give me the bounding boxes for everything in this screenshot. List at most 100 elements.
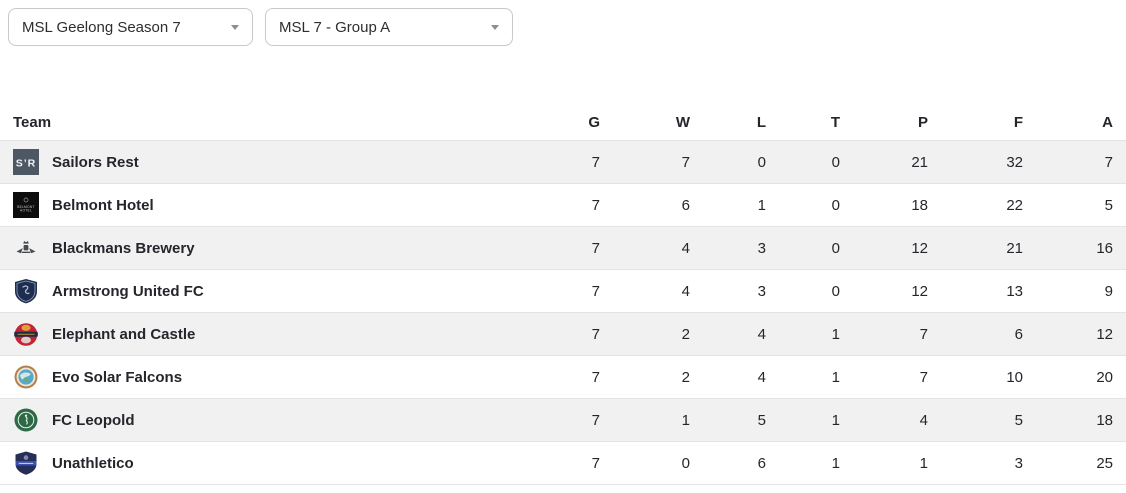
chevron-down-icon [231,24,239,30]
col-header-points: P [917,113,928,131]
cell-points: 12 [911,282,928,300]
col-header-team: Team [13,113,52,131]
cell-losses: 6 [757,454,766,472]
cell-against: 16 [1096,239,1113,257]
table-row: Armstrong United FC 7 4 3 0 12 13 9 [0,269,1126,313]
blackmans-brewery-logo [13,235,39,261]
team-name: Blackmans Brewery [52,239,195,257]
col-header-against: A [1102,113,1113,131]
svg-text:BELMONT: BELMONT [17,205,35,209]
cell-against: 12 [1096,325,1113,343]
cell-points: 18 [911,196,928,214]
table-row: FC Leopold 7 1 5 1 4 5 18 [0,398,1126,442]
cell-against: 9 [1104,282,1113,300]
cell-for: 6 [1014,325,1023,343]
cell-points: 1 [919,454,928,472]
season-select[interactable]: MSL Geelong Season 7 [8,8,253,46]
team-name: Armstrong United FC [52,282,204,300]
filter-bar: MSL Geelong Season 7 MSL 7 - Group A [0,0,1126,46]
cell-ties: 0 [831,239,840,257]
cell-against: 25 [1096,454,1113,472]
cell-against: 5 [1104,196,1113,214]
season-select-value: MSL Geelong Season 7 [22,18,181,36]
table-row: BELMONT HOTEL Belmont Hotel 7 6 1 0 18 22… [0,183,1126,227]
group-select[interactable]: MSL 7 - Group A [265,8,513,46]
cell-points: 7 [919,368,928,386]
cell-games: 7 [591,368,600,386]
group-select-value: MSL 7 - Group A [279,18,391,36]
cell-wins: 7 [681,153,690,171]
col-header-for: F [1013,113,1023,131]
cell-ties: 0 [831,196,840,214]
cell-for: 32 [1006,153,1023,171]
cell-games: 7 [591,454,600,472]
belmont-hotel-logo: BELMONT HOTEL [13,192,39,218]
cell-losses: 0 [757,153,766,171]
col-header-losses: L [756,113,766,131]
cell-ties: 0 [831,282,840,300]
table-row: Elephant and Castle 7 2 4 1 7 6 12 [0,312,1126,356]
cell-losses: 3 [757,282,766,300]
cell-wins: 4 [681,239,690,257]
cell-points: 12 [911,239,928,257]
standings-table: Team G W L T P F A S’R Sailors Rest 7 7 … [0,104,1126,485]
cell-wins: 6 [681,196,690,214]
fc-leopold-logo [13,407,39,433]
cell-wins: 0 [681,454,690,472]
cell-against: 7 [1104,153,1113,171]
cell-wins: 1 [681,411,690,429]
cell-against: 20 [1096,368,1113,386]
svg-text:S’R: S’R [16,158,37,170]
unathletico-logo [13,450,39,476]
table-row: Unathletico 7 0 6 1 1 3 25 [0,441,1126,485]
cell-ties: 1 [831,454,840,472]
chevron-down-icon [491,24,499,30]
cell-losses: 4 [757,325,766,343]
svg-text:HOTEL: HOTEL [20,209,32,213]
cell-ties: 1 [831,411,840,429]
cell-points: 21 [911,153,928,171]
armstrong-united-fc-logo [13,278,39,304]
table-row: Evo Solar Falcons 7 2 4 1 7 10 20 [0,355,1126,399]
cell-wins: 2 [681,325,690,343]
team-name: FC Leopold [52,411,135,429]
cell-games: 7 [591,196,600,214]
team-name: Sailors Rest [52,153,139,171]
cell-wins: 2 [681,368,690,386]
cell-ties: 1 [831,368,840,386]
cell-games: 7 [591,282,600,300]
cell-losses: 1 [757,196,766,214]
team-name: Evo Solar Falcons [52,368,183,386]
cell-games: 7 [591,325,600,343]
team-name: Elephant and Castle [52,325,196,343]
cell-for: 13 [1006,282,1023,300]
col-header-ties: T [830,113,840,131]
cell-losses: 5 [757,411,766,429]
cell-ties: 1 [831,325,840,343]
cell-against: 18 [1096,411,1113,429]
team-name: Belmont Hotel [52,196,154,214]
cell-games: 7 [591,411,600,429]
cell-points: 7 [919,325,928,343]
cell-wins: 4 [681,282,690,300]
cell-points: 4 [919,411,928,429]
cell-games: 7 [591,153,600,171]
standings-body: S’R Sailors Rest 7 7 0 0 21 32 7 BELMONT… [0,140,1126,485]
cell-for: 22 [1006,196,1023,214]
cell-losses: 4 [757,368,766,386]
sailors-rest-logo: S’R [13,149,39,175]
cell-for: 3 [1014,454,1023,472]
cell-for: 5 [1014,411,1023,429]
cell-games: 7 [591,239,600,257]
col-header-wins: W [675,113,690,131]
elephant-and-castle-logo [13,321,39,347]
evo-solar-falcons-logo [13,364,39,390]
table-row: S’R Sailors Rest 7 7 0 0 21 32 7 [0,140,1126,184]
team-name: Unathletico [52,454,134,472]
col-header-games: G [588,113,600,131]
cell-for: 10 [1006,368,1023,386]
cell-ties: 0 [831,153,840,171]
table-header-row: Team G W L T P F A [0,104,1126,141]
table-row: Blackmans Brewery 7 4 3 0 12 21 16 [0,226,1126,270]
